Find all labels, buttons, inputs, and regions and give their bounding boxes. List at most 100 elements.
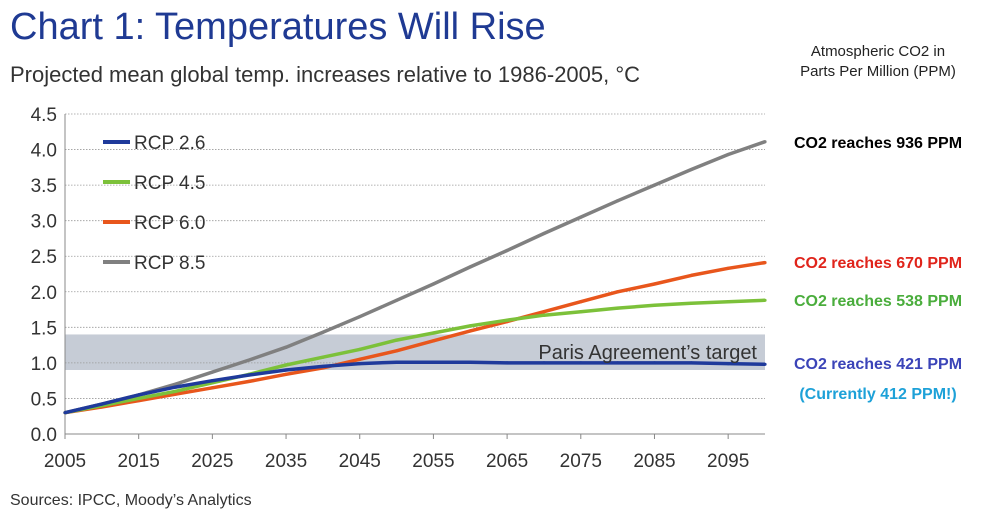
data-point	[763, 140, 767, 144]
legend-label: RCP 2.6	[134, 133, 205, 154]
data-point	[173, 389, 178, 393]
data-point	[284, 372, 288, 376]
data-point	[689, 273, 693, 278]
data-point	[321, 355, 325, 359]
currently-412-label: (Currently 412 PPM!)	[799, 386, 956, 403]
data-point	[726, 266, 730, 270]
series-line-rcp-2-6	[64, 360, 766, 415]
data-point	[616, 361, 620, 365]
y-tick-label: 4.0	[31, 141, 57, 162]
data-point	[763, 362, 767, 366]
data-point	[616, 199, 620, 203]
data-point	[468, 265, 472, 269]
data-point	[579, 361, 583, 365]
y-tick-label: 3.5	[31, 176, 57, 197]
data-point	[100, 402, 104, 406]
x-tick-label: 2005	[44, 451, 86, 472]
data-point	[284, 345, 288, 349]
data-point	[137, 396, 141, 401]
x-tick-label: 2055	[412, 451, 454, 472]
series-line-rcp-4-5	[64, 298, 766, 415]
data-point	[468, 360, 472, 364]
data-point	[394, 338, 399, 342]
data-point	[616, 306, 620, 310]
data-point	[358, 357, 362, 361]
chart-subtitle: Projected mean global temp. increases re…	[10, 62, 641, 87]
data-point	[137, 393, 141, 397]
x-tick-label: 2015	[118, 451, 160, 472]
co2-936-label: CO2 reaches 936 PPM	[794, 135, 962, 152]
legend-label: RCP 6.0	[134, 213, 205, 234]
data-point	[358, 362, 362, 366]
data-point	[726, 362, 730, 366]
y-tick-label: 0.0	[31, 425, 57, 446]
x-tick-label: 2095	[707, 451, 749, 472]
data-point	[431, 331, 436, 335]
data-point	[468, 329, 472, 333]
data-point	[358, 315, 362, 319]
data-point	[616, 290, 620, 294]
data-point	[431, 282, 436, 286]
data-point	[284, 368, 288, 372]
data-point	[726, 152, 730, 157]
data-point	[652, 183, 657, 187]
source-note: Sources: IPCC, Moody’s Analytics	[10, 492, 252, 509]
x-tick-label: 2025	[191, 451, 233, 472]
paris-target-label: Paris Agreement’s target	[538, 342, 757, 364]
x-tick-label: 2065	[486, 451, 528, 472]
data-point	[468, 324, 472, 328]
y-tick-label: 1.5	[31, 318, 57, 339]
y-tick-label: 3.0	[31, 212, 57, 233]
data-point	[394, 360, 399, 364]
y-tick-label: 2.5	[31, 247, 57, 268]
data-point	[173, 385, 178, 389]
data-point	[284, 363, 288, 367]
co2-538-label: CO2 reaches 538 PPM	[794, 293, 962, 310]
data-point	[542, 231, 546, 236]
y-tick-label: 0.5	[31, 389, 57, 410]
x-tick-label: 2075	[560, 451, 602, 472]
data-point	[652, 361, 657, 365]
data-point	[210, 386, 214, 390]
x-tick-label: 2085	[633, 451, 675, 472]
data-point	[394, 349, 399, 353]
data-point	[394, 298, 399, 302]
data-point	[726, 300, 730, 304]
data-point	[247, 358, 251, 362]
legend-label: RCP 4.5	[134, 173, 205, 194]
data-point	[431, 339, 436, 343]
data-point	[579, 300, 583, 304]
series-line-rcp-8-5	[64, 140, 766, 415]
data-point	[431, 360, 436, 364]
data-point	[505, 361, 509, 365]
co2-670-label: CO2 reaches 670 PPM	[794, 255, 962, 272]
data-point	[689, 301, 693, 305]
chart-title: Chart 1: Temperatures Will Rise	[10, 6, 546, 48]
data-point	[579, 310, 583, 314]
co2-header-line2: Parts Per Million (PPM)	[800, 63, 956, 80]
data-point	[689, 361, 693, 365]
data-point	[763, 298, 767, 302]
data-point	[652, 303, 657, 307]
data-point	[247, 379, 251, 383]
data-point	[210, 379, 214, 383]
data-point	[173, 382, 178, 386]
data-point	[321, 364, 325, 369]
data-point	[505, 248, 509, 253]
x-tick-label: 2045	[339, 451, 381, 472]
series-line-rcp-6-0	[64, 260, 766, 415]
data-point	[652, 282, 657, 286]
data-point	[173, 392, 178, 396]
data-point	[579, 215, 583, 219]
data-point	[689, 167, 693, 172]
co2-header: Atmospheric CO2 in Parts Per Million (PP…	[768, 42, 988, 82]
co2-421-label: CO2 reaches 421 PPM	[794, 356, 962, 373]
y-tick-label: 4.5	[31, 105, 57, 126]
data-point	[247, 373, 251, 377]
data-point	[542, 313, 546, 317]
x-tick-label: 2035	[265, 451, 307, 472]
data-point	[210, 370, 214, 374]
y-tick-label: 1.0	[31, 354, 57, 375]
legend-label: RCP 8.5	[134, 253, 205, 274]
